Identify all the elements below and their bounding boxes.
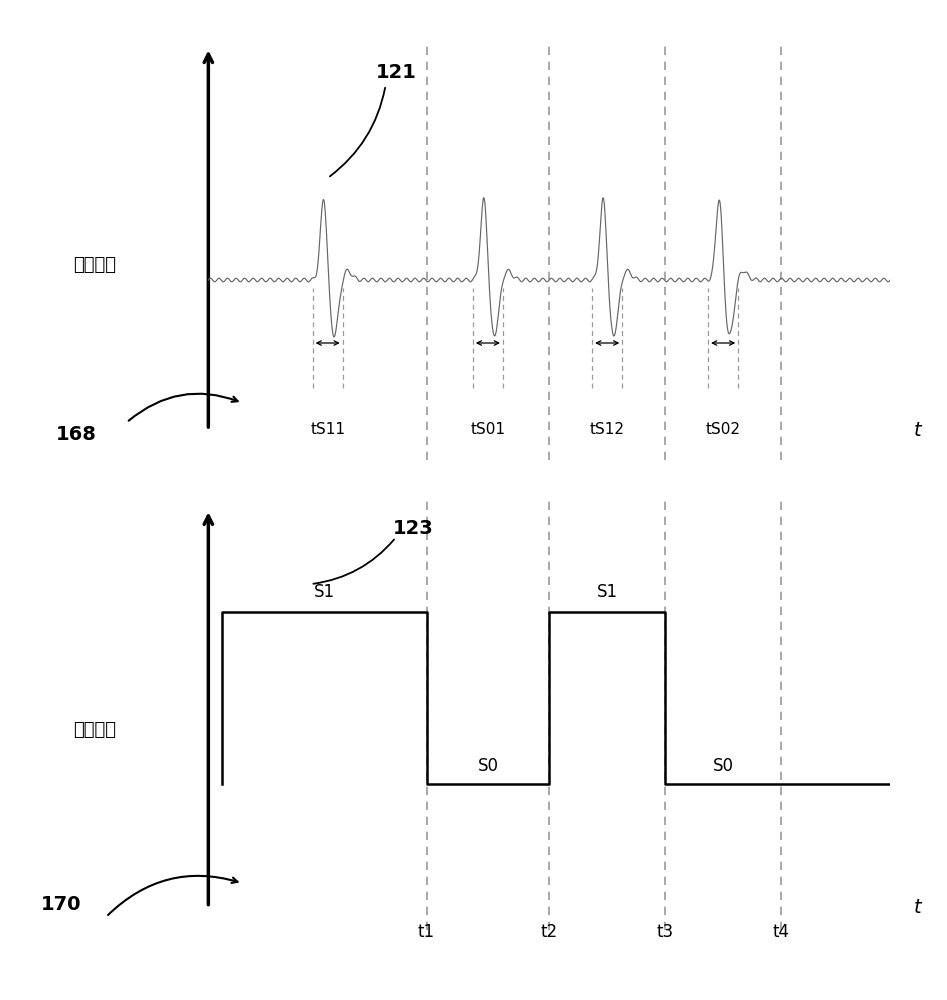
Text: t3: t3 xyxy=(656,923,673,941)
Text: t2: t2 xyxy=(541,923,558,941)
Text: S0: S0 xyxy=(713,757,734,775)
Text: tS01: tS01 xyxy=(471,422,506,438)
Text: tS11: tS11 xyxy=(311,422,345,438)
Text: 123: 123 xyxy=(392,519,433,538)
Text: 变量信号: 变量信号 xyxy=(73,256,116,274)
Text: tS02: tS02 xyxy=(706,422,741,438)
Text: 168: 168 xyxy=(55,426,97,444)
Text: 170: 170 xyxy=(42,896,81,914)
Text: t1: t1 xyxy=(418,923,435,941)
Text: 脉冲信号: 脉冲信号 xyxy=(73,721,116,739)
Text: S1: S1 xyxy=(597,583,617,601)
Text: S1: S1 xyxy=(313,583,335,601)
Text: t: t xyxy=(914,420,921,440)
Text: 121: 121 xyxy=(375,64,417,83)
Text: t: t xyxy=(914,898,921,917)
Text: tS12: tS12 xyxy=(590,422,625,438)
Text: S0: S0 xyxy=(477,757,498,775)
Text: t4: t4 xyxy=(773,923,790,941)
